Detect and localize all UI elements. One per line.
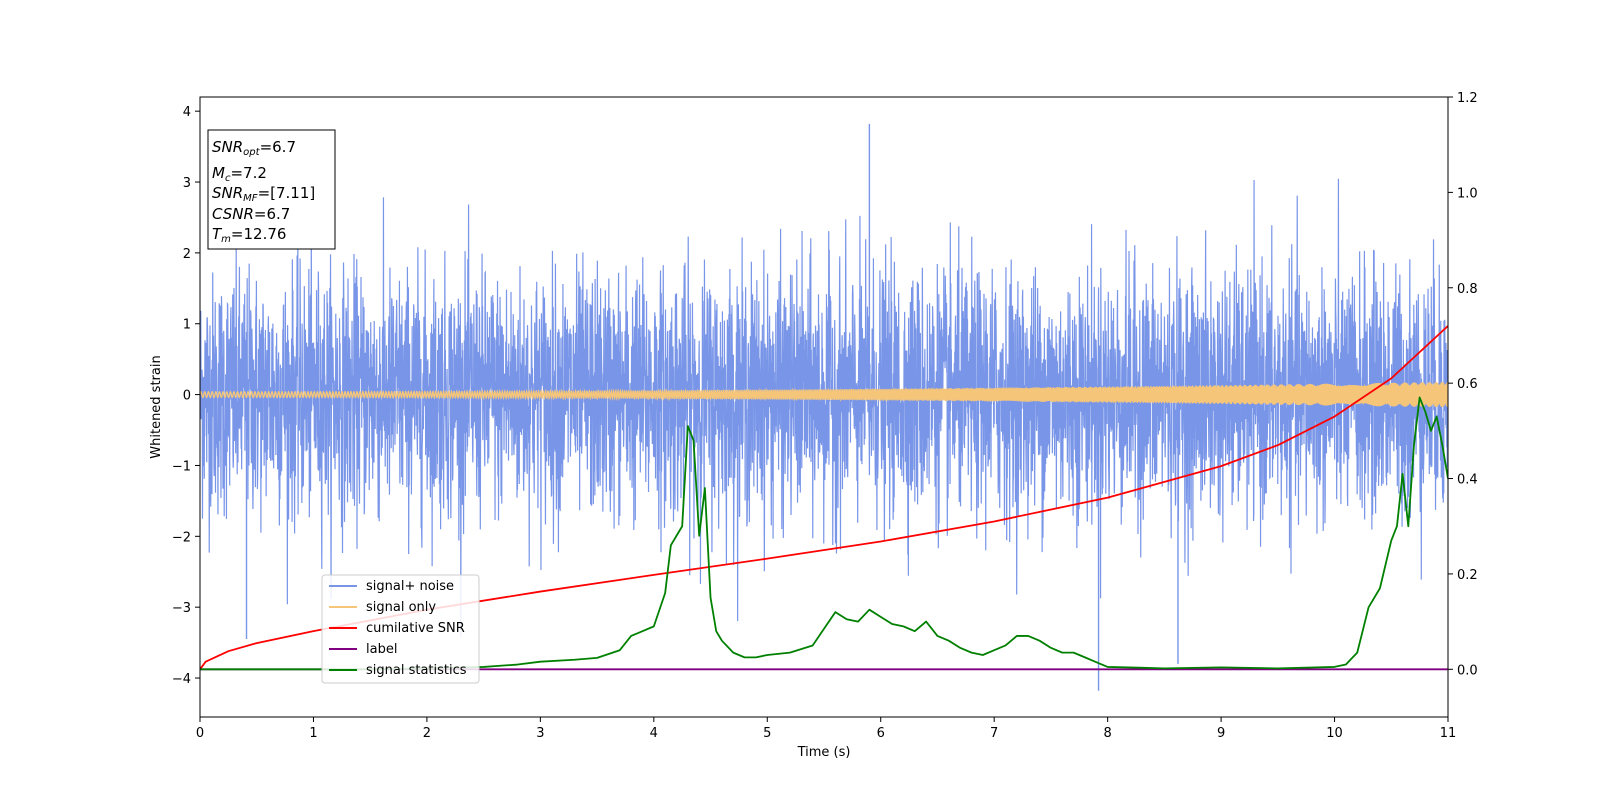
y-axis-left: −4 −3 −2 −1 0 1 2 3 4 (172, 105, 200, 687)
legend-label-signal-only: signal only (366, 600, 436, 615)
x-tick-label-9: 9 (1217, 726, 1225, 741)
y-right-tick-label-0.4: 0.4 (1457, 473, 1478, 488)
series-cumilative-snr (200, 325, 1448, 670)
y-right-tick-label-0.8: 0.8 (1457, 282, 1478, 297)
x-axis: 0 1 2 3 4 5 6 7 8 9 10 11 (196, 717, 1456, 741)
series-signal-only (200, 381, 1448, 408)
legend: signal+ noise signal only cumilative SNR… (321, 574, 480, 684)
y-left-tick-label-3: 3 (183, 176, 191, 191)
y-left-tick-label--1: −1 (172, 459, 191, 474)
info-line-snr-mf: SNRMF=[7.11] (212, 184, 315, 204)
x-tick-label-5: 5 (763, 726, 771, 741)
y-right-tick-label-1: 1.0 (1457, 186, 1478, 201)
y-left-tick-label-4: 4 (183, 105, 191, 120)
legend-label-signal-noise: signal+ noise (366, 579, 454, 594)
series-signal-statistics (200, 396, 1448, 671)
y-left-tick-label-2: 2 (183, 247, 191, 262)
y-axis-right: 0.0 0.2 0.4 0.6 0.8 1.0 1.2 (1448, 91, 1478, 678)
x-tick-label-11: 11 (1440, 726, 1457, 741)
x-tick-label-4: 4 (650, 726, 658, 741)
y-axis-label: Whitened strain (149, 355, 164, 458)
x-tick-label-2: 2 (423, 726, 431, 741)
legend-label-signal-statistics: signal statistics (366, 663, 467, 678)
y-left-tick-label--2: −2 (172, 530, 191, 545)
y-left-tick-label-0: 0 (183, 389, 191, 404)
y-left-tick-label--4: −4 (172, 672, 191, 687)
legend-frame (321, 574, 480, 684)
x-tick-label-3: 3 (536, 726, 544, 741)
info-line-tm: Tm=12.76 (212, 225, 286, 245)
info-box-frame (207, 129, 336, 250)
y-right-tick-label-0: 0.0 (1457, 663, 1478, 678)
x-tick-label-1: 1 (309, 726, 317, 741)
plot-frame (199, 96, 1449, 718)
info-line-snr-opt: SNRopt=6.7 (212, 138, 296, 158)
series-signal-noise (200, 178, 1448, 637)
info-line-mc: Mc=7.2 (212, 164, 267, 184)
legend-label-cumulative-snr: cumilative SNR (366, 621, 465, 636)
y-right-tick-label-0.6: 0.6 (1457, 377, 1478, 392)
info-line-csnr: CSNR=6.7 (212, 205, 290, 223)
x-tick-label-7: 7 (990, 726, 998, 741)
y-right-tick-label-0.2: 0.2 (1457, 568, 1478, 583)
x-tick-label-6: 6 (877, 726, 885, 741)
x-axis-label: Time (s) (797, 745, 851, 760)
y-left-tick-label-1: 1 (183, 318, 191, 333)
x-tick-label-10: 10 (1326, 726, 1343, 741)
legend-label-label: label (366, 642, 397, 657)
y-right-tick-label-1.2: 1.2 (1457, 91, 1478, 106)
x-tick-label-0: 0 (196, 726, 204, 741)
info-box: SNRopt=6.7 Mc=7.2 SNRMF=[7.11] CSNR=6.7 … (207, 129, 336, 250)
y-left-tick-label--3: −3 (172, 601, 191, 616)
x-tick-label-8: 8 (1103, 726, 1111, 741)
